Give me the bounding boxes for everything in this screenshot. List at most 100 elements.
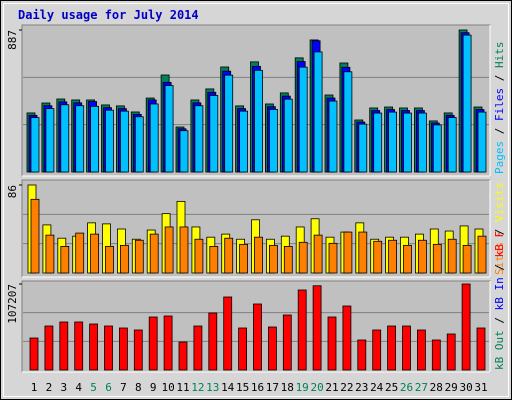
bar: [254, 236, 263, 274]
bar: [461, 283, 471, 371]
bar: [298, 241, 308, 274]
bar: [343, 71, 353, 173]
bar: [120, 244, 129, 274]
bar: [328, 242, 338, 274]
x-tick-label: 5: [90, 381, 97, 394]
bar: [477, 235, 487, 274]
bar: [223, 296, 233, 371]
x-tick-label: 1: [31, 381, 38, 394]
bar: [462, 34, 472, 173]
x-tick-label: 7: [120, 381, 127, 394]
bar: [313, 234, 323, 274]
x-tick-label: 29: [445, 381, 458, 394]
x-tick-label: 8: [135, 381, 142, 394]
bar: [267, 326, 277, 371]
bar: [148, 316, 158, 371]
bar: [327, 316, 337, 371]
bar: [373, 240, 383, 274]
bar: [268, 109, 278, 173]
bar: [45, 234, 55, 274]
bar: [416, 329, 426, 371]
bar: [254, 69, 263, 173]
bar: [105, 109, 114, 173]
legend-separator: /: [493, 68, 506, 88]
legend-separator: /: [493, 257, 506, 277]
legend-entry: Files: [493, 88, 506, 121]
x-tick-label: 22: [340, 381, 353, 394]
x-tick-label: 12: [191, 381, 204, 394]
bar: [105, 245, 114, 274]
x-tick-label: 17: [266, 381, 279, 394]
bar: [432, 124, 442, 173]
legend-entry: Visits: [493, 182, 506, 222]
bar: [119, 327, 128, 371]
bar: [164, 85, 174, 173]
bar: [268, 244, 278, 274]
x-tick-label: 30: [459, 381, 472, 394]
bar: [417, 112, 427, 173]
bar: [297, 289, 307, 371]
bar: [194, 105, 204, 173]
bar: [133, 329, 143, 371]
x-tick-label: 3: [60, 381, 67, 394]
bar: [149, 233, 159, 274]
bar: [342, 305, 352, 371]
bar: [431, 339, 441, 371]
bar: [209, 245, 219, 274]
bar: [373, 112, 383, 173]
bar: [90, 105, 99, 173]
bar: [179, 130, 189, 173]
bar: [432, 243, 442, 274]
bar: [75, 105, 85, 173]
bar: [388, 111, 398, 173]
bar: [462, 244, 472, 274]
x-tick-label: 25: [385, 381, 398, 394]
x-tick-label: 31: [474, 381, 487, 394]
legend: Sites / Visits: [493, 182, 506, 275]
x-tick-label: 11: [176, 381, 189, 394]
x-tick-label: 19: [296, 381, 309, 394]
x-tick-label: 4: [75, 381, 82, 394]
bar: [208, 312, 218, 371]
x-tick-label: 24: [370, 381, 384, 394]
bevel: [3, 3, 509, 397]
x-tick-label: 15: [236, 381, 249, 394]
bar: [253, 303, 262, 371]
y-tick-label: 107207: [6, 284, 19, 324]
x-tick-label: 18: [281, 381, 294, 394]
bar: [149, 103, 159, 173]
bar: [403, 244, 412, 274]
bar: [89, 323, 98, 371]
x-tick-label: 16: [251, 381, 264, 394]
legend-entry: Sites: [493, 242, 506, 275]
bar: [358, 231, 368, 274]
bar: [44, 325, 54, 371]
bar: [357, 339, 367, 371]
x-tick-label: 13: [206, 381, 219, 394]
x-tick-label: 26: [400, 381, 413, 394]
bar: [60, 104, 70, 173]
bar: [358, 123, 368, 173]
bar: [343, 231, 353, 274]
bar: [298, 66, 308, 173]
bar: [164, 226, 174, 274]
bar: [388, 239, 398, 274]
bar: [178, 341, 188, 371]
bar: [447, 117, 457, 173]
x-tick-label: 10: [161, 381, 174, 394]
legend-separator: /: [493, 121, 506, 141]
legend-entry: kB F: [493, 231, 506, 258]
bar: [239, 243, 249, 274]
bar: [193, 325, 203, 371]
x-tick-label: 9: [150, 381, 157, 394]
x-tick-label: 2: [46, 381, 53, 394]
bar: [477, 111, 487, 173]
bar: [74, 321, 84, 371]
y-tick-label: 86: [6, 185, 19, 198]
bar: [163, 315, 173, 371]
legend-entry: Pages: [493, 141, 506, 174]
bar: [312, 285, 322, 371]
bar: [209, 95, 219, 173]
x-tick-label: 21: [325, 381, 338, 394]
